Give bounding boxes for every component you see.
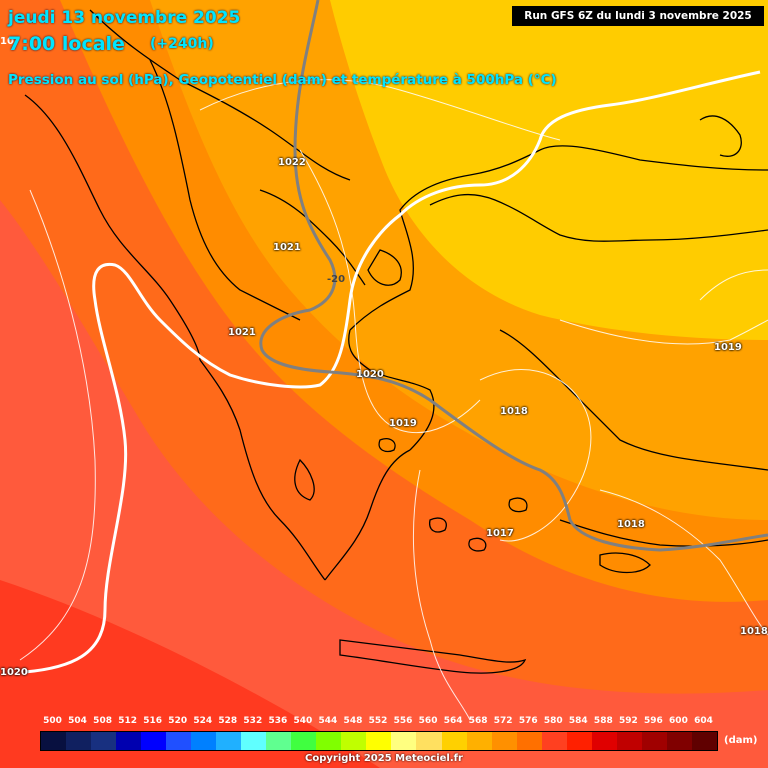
legend-tick-label: 500 — [43, 716, 62, 726]
legend-tick-label: 560 — [418, 716, 438, 726]
legend-swatch — [91, 732, 117, 750]
isobar-label: 1017 — [486, 528, 514, 539]
legend-swatch — [316, 732, 342, 750]
forecast-lead-time: (+240h) — [150, 36, 214, 52]
legend-unit: (dam) — [724, 735, 758, 746]
isobar-label: 1020 — [0, 667, 28, 678]
legend-swatch — [416, 732, 442, 750]
legend-tick-label: 516 — [143, 716, 163, 726]
legend-swatch — [366, 732, 392, 750]
legend-swatch — [466, 732, 492, 750]
isobar-1020 — [24, 70, 761, 674]
legend-swatch — [541, 732, 567, 750]
legend-tick-label: 536 — [268, 716, 288, 726]
legend-swatch — [691, 732, 717, 750]
legend-tick-label: 556 — [393, 716, 413, 726]
forecast-date: jeudi 13 novembre 2025 — [8, 8, 241, 28]
isotherm-minus-20 — [259, 0, 768, 552]
legend-tick-label: 512 — [118, 716, 138, 726]
legend-tick-label: 580 — [543, 716, 563, 726]
legend-swatch — [666, 732, 692, 750]
coastlines — [24, 9, 768, 674]
isobars-thin — [19, 79, 768, 721]
isobar-label: 1018 — [500, 406, 528, 417]
legend-tick-label: 568 — [468, 716, 488, 726]
legend-tick-label: 576 — [518, 716, 538, 726]
legend-swatch — [66, 732, 92, 750]
legend-swatch — [441, 732, 467, 750]
legend-tick-label: 532 — [243, 716, 263, 726]
legend-tick-label: 508 — [93, 716, 112, 726]
legend-swatch — [616, 732, 642, 750]
legend-swatch — [391, 732, 417, 750]
legend-color-bar — [40, 731, 718, 751]
legend-tick-label: 524 — [193, 716, 213, 726]
legend-tick-label: 584 — [568, 716, 588, 726]
isobar-label: 1018 — [617, 519, 645, 530]
isobar-label: 1022 — [278, 157, 306, 168]
legend-tick-label: 520 — [168, 716, 188, 726]
legend-swatch — [116, 732, 142, 750]
legend-swatch — [241, 732, 267, 750]
isobar-label: 1018 — [740, 626, 768, 637]
legend-tick-label: 596 — [644, 716, 663, 726]
legend-swatch — [141, 732, 167, 750]
legend-tick-label: 600 — [669, 716, 688, 726]
edge-isobar-label: 10 — [0, 36, 14, 47]
legend-tick-label: 504 — [68, 716, 87, 726]
map-subtitle: Pression au sol (hPa), Geopotentiel (dam… — [8, 72, 557, 88]
isobar-label: 1021 — [228, 327, 256, 338]
run-info-badge: Run GFS 6Z du lundi 3 novembre 2025 — [512, 6, 764, 26]
legend-swatch — [266, 732, 292, 750]
isotherm-label: -20 — [327, 274, 346, 285]
legend-swatch — [516, 732, 542, 750]
legend-swatch — [191, 732, 217, 750]
forecast-time: 7:00 locale — [8, 33, 125, 55]
legend-swatch — [291, 732, 317, 750]
isobar-label: 1020 — [356, 369, 384, 380]
isobar-label: 1019 — [714, 342, 742, 353]
legend-tick-label: 540 — [293, 716, 313, 726]
band-560 — [0, 580, 380, 768]
isobar-label: 1019 — [389, 418, 417, 429]
legend-tick-row: 500 504 508 512 516 520 524 528 532 536 540 544 548 5… — [40, 716, 716, 728]
legend-swatch — [166, 732, 192, 750]
legend-tick-label: 588 — [593, 716, 613, 726]
legend-swatch — [341, 732, 367, 750]
legend-tick-label: 552 — [368, 716, 388, 726]
legend-swatch — [641, 732, 667, 750]
legend-swatch — [566, 732, 592, 750]
legend-swatch — [491, 732, 517, 750]
legend-swatch — [216, 732, 242, 750]
legend-tick-label: 592 — [618, 716, 638, 726]
copyright-text: Copyright 2025 Meteociel.fr — [305, 753, 463, 764]
legend-tick-label: 548 — [343, 716, 363, 726]
band-580 — [330, 0, 768, 340]
legend-swatch — [41, 732, 67, 750]
legend-swatch — [591, 732, 617, 750]
legend-tick-label: 572 — [493, 716, 513, 726]
legend-tick-label: 528 — [218, 716, 238, 726]
legend-tick-label: 604 — [694, 716, 713, 726]
legend-tick-label: 544 — [318, 716, 338, 726]
isobar-label: 1021 — [273, 242, 301, 253]
legend-tick-label: 564 — [443, 716, 463, 726]
